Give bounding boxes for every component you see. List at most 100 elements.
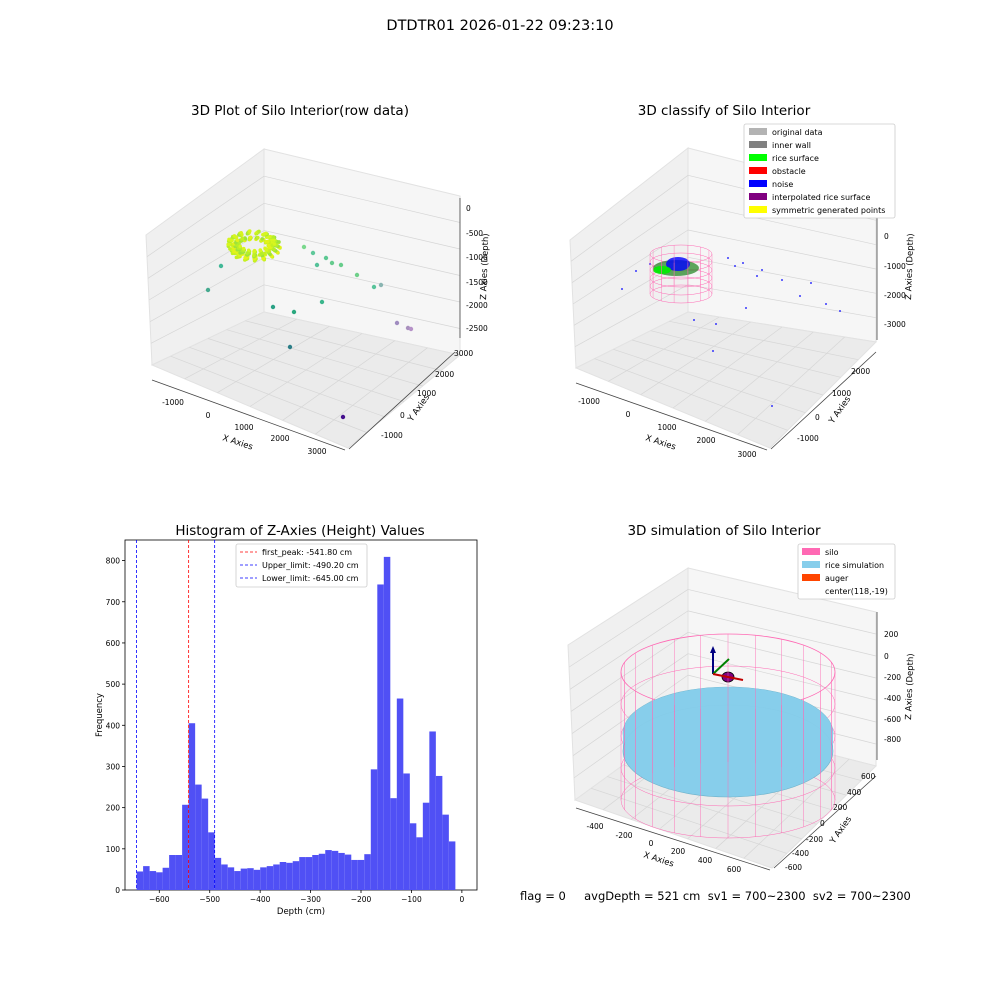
panel2-grid-line [687, 202, 877, 246]
panel4-legend-box [797, 543, 896, 600]
panel1-point [240, 236, 245, 241]
panel1-point [408, 326, 414, 332]
panel1-point [394, 320, 400, 326]
histogram-bar [377, 584, 384, 890]
panel2-noise-point [727, 257, 729, 259]
panel1-point [232, 234, 237, 238]
panel1-point [310, 250, 316, 256]
histogram-bar [331, 850, 339, 890]
panel2-grid-line [572, 229, 689, 305]
panel2-legend-swatch [749, 167, 767, 174]
panel2-noise-point [712, 350, 714, 352]
panel4-z-tick-label: -200 [884, 673, 901, 682]
panel1-point [228, 247, 232, 251]
panel2-noise-point [621, 288, 623, 290]
histogram-bar [325, 850, 332, 890]
histogram-y-tick-label: 500 [106, 680, 121, 689]
histogram-bar [279, 862, 287, 890]
panel1-point [205, 287, 211, 293]
panel2-grid-line [687, 256, 877, 294]
panel4-z-tick-label: 0 [884, 652, 889, 661]
panel4-legend-label: silo [825, 548, 839, 557]
panel2-x-tick-label: 3000 [737, 450, 756, 459]
histogram-bar [396, 698, 404, 890]
panel1-x-tick-label: 0 [206, 411, 211, 420]
panel2-legend-swatch [749, 180, 767, 187]
histogram-bar [240, 868, 248, 890]
panel1-point [252, 249, 256, 254]
panel4-legend-label: auger [825, 574, 849, 583]
panel2-y-tick-label: 1000 [832, 389, 851, 398]
panel1-point [319, 299, 325, 305]
panel1-point [234, 255, 239, 260]
panel2-noise-point [799, 295, 801, 297]
panel2-x-tick-label: 1000 [657, 423, 676, 432]
panel1-grid-line [263, 202, 461, 250]
panel2-z-tick-label: -3000 [884, 320, 906, 329]
panel1-point [262, 251, 267, 256]
histogram-bar [286, 862, 293, 890]
histogram-y-tick-label: 200 [106, 804, 121, 813]
histogram-bar [143, 866, 150, 890]
panel1-point [243, 256, 247, 260]
panel1-point [378, 282, 384, 288]
panel1-point [287, 344, 293, 350]
panel2-y-tick-label: 0 [815, 413, 820, 422]
panel1-point [272, 247, 276, 252]
histogram-bar [182, 804, 189, 890]
panel1-z-tick-label: -2000 [466, 301, 488, 310]
panel1-point [323, 255, 329, 261]
panel4-y-axis-label: Y Axies [828, 814, 855, 846]
panel2-legend-swatch [749, 206, 767, 213]
panel2-noise-point [745, 307, 747, 309]
panel1-grid-line [245, 320, 442, 371]
histogram-bar [149, 871, 157, 890]
panel1-point [252, 253, 256, 258]
panel1-y-tick-label: 3000 [454, 349, 473, 358]
panel4-legend-label: rice simulation [825, 561, 884, 570]
panel3-title: Histogram of Z-Axies (Height) Values [175, 523, 425, 539]
panel2-y-tick-label: -1000 [797, 434, 819, 443]
panel1-point [227, 237, 231, 242]
panel1-point [314, 262, 320, 268]
panel1-z-axis-label: Z Axies (Depth) [479, 233, 491, 300]
panel4-x-tick-label: 400 [698, 856, 713, 865]
histogram-x-tick-label: −200 [351, 895, 372, 904]
panel4-x-tick-label: 0 [649, 839, 654, 848]
histogram-bar [247, 868, 254, 890]
panel2-noise-point [734, 265, 736, 267]
panel4-x-tick-label: 200 [671, 847, 686, 856]
panel4-grid-line [607, 776, 802, 840]
panel4-y-tick-label: 600 [861, 772, 876, 781]
panel2-noise-point [839, 310, 841, 312]
histogram-x-tick-label: −100 [401, 895, 422, 904]
panel4-grid-line [591, 787, 787, 854]
panel1-grid-line [263, 284, 461, 329]
panel1-point [260, 237, 265, 241]
panel4-z-axis-label: Z Axies (Depth) [904, 653, 916, 720]
histogram-bar [266, 866, 274, 890]
histogram-bar [221, 864, 228, 890]
panel4-x-tick-label: 600 [727, 865, 742, 874]
panel4-legend-label: center(118,-19) [825, 587, 888, 596]
panel4-z-tick-label: -800 [884, 735, 901, 744]
panel1-x-tick-label: 2000 [270, 434, 289, 443]
figure-title: DTDTR01 2026-01-22 09:23:10 [386, 18, 614, 34]
panel2-legend-label: obstacle [772, 167, 806, 176]
panel4-legend-swatch [802, 574, 820, 581]
panel2-legend-label: rice surface [772, 154, 819, 163]
histogram-bar [429, 731, 436, 890]
panel1-point [272, 238, 276, 242]
histogram-bar [292, 861, 300, 890]
panel2-grid-line [571, 202, 689, 283]
panel1-z-tick-label: -500 [466, 229, 483, 238]
panel1-y-tick-label: 1000 [417, 389, 436, 398]
panel4-title: 3D simulation of Silo Interior [627, 523, 821, 539]
histogram-bar [201, 798, 209, 890]
panel4-grid-line [571, 653, 689, 734]
histogram-bar [390, 798, 397, 890]
panel1-x-tick-label: 1000 [234, 423, 253, 432]
panel1-point [261, 256, 265, 261]
panel4-axis-y-arrow [712, 658, 730, 675]
